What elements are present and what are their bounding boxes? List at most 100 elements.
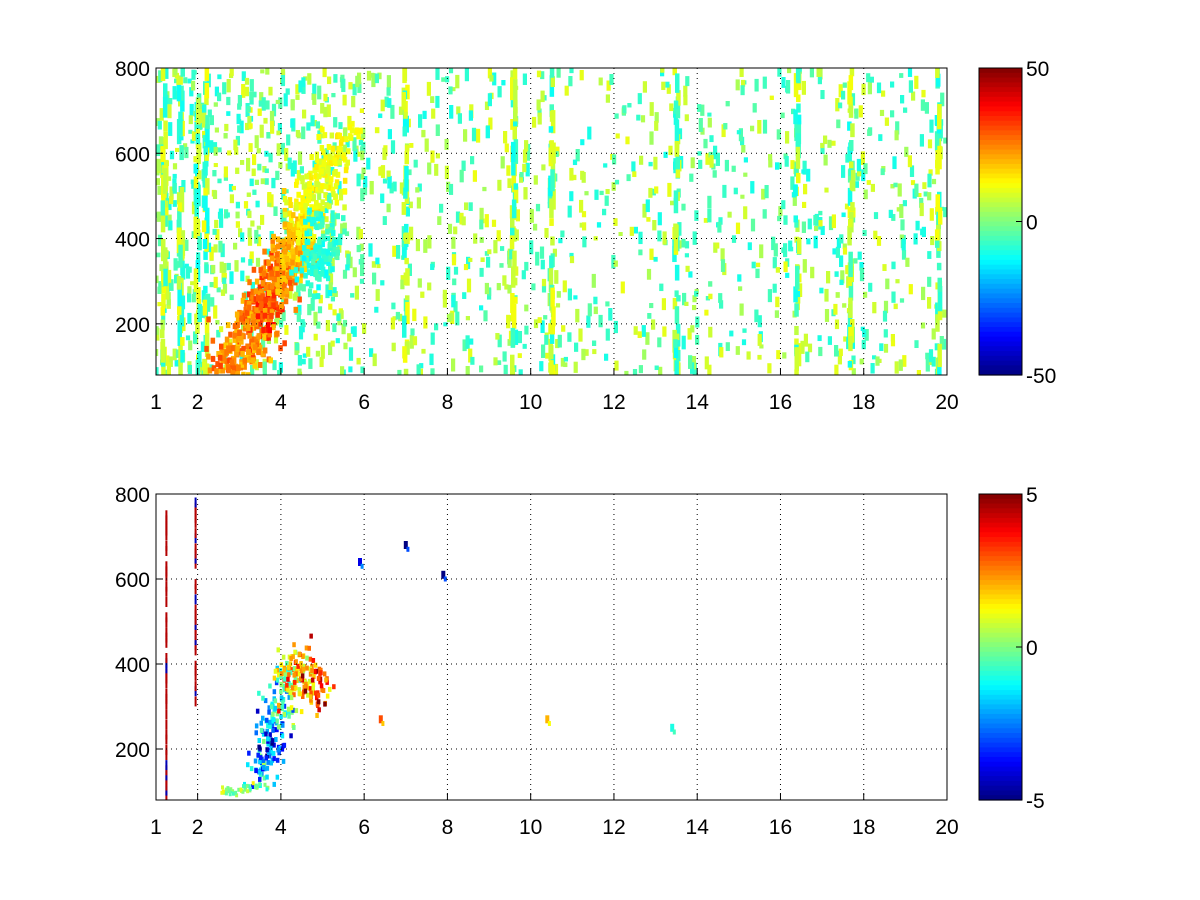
heatmap-cell	[190, 139, 195, 144]
ridge-cell	[342, 188, 348, 195]
streak-cell	[795, 265, 800, 290]
heatmap-cell	[497, 86, 502, 98]
cluster-cell	[266, 723, 270, 729]
streak-cell	[848, 251, 853, 278]
heatmap-cell	[268, 86, 273, 96]
heatmap-cell	[835, 98, 840, 112]
heatmap-cell	[833, 303, 838, 315]
heatmap-cell	[255, 200, 260, 208]
heatmap-cell	[522, 149, 528, 163]
heatmap-cell	[214, 86, 219, 97]
colorbar-band	[979, 346, 1022, 352]
cluster-cell	[259, 720, 263, 726]
negative-cell	[335, 249, 340, 256]
ridge-cell	[237, 330, 242, 336]
vertical-line-cell	[165, 673, 168, 684]
ridge-cell	[257, 316, 263, 323]
heatmap-cell	[857, 167, 862, 177]
heatmap-cell	[879, 109, 885, 117]
heatmap-cell	[219, 261, 224, 273]
negative-cell	[305, 250, 310, 257]
ridge-cell	[275, 236, 281, 243]
streak-cell	[796, 172, 801, 184]
heatmap-cell	[507, 339, 512, 346]
heatmap-cell	[442, 289, 447, 299]
colorbar-band	[979, 168, 1022, 175]
heatmap-cell	[191, 69, 196, 80]
heatmap-cell	[923, 191, 928, 197]
heatmap-cell	[448, 86, 453, 95]
ridge-cell	[300, 207, 305, 214]
ridge-cell	[235, 322, 240, 328]
ridge-cell	[279, 303, 284, 310]
streak-cell	[937, 113, 942, 130]
ridge-cell	[266, 259, 271, 266]
streak-cell	[405, 84, 410, 100]
colorbar-band	[979, 293, 1022, 299]
plot-frame	[155, 493, 948, 801]
cluster-cell	[289, 733, 293, 739]
heatmap-cell	[341, 78, 346, 93]
heatmap-cell	[335, 338, 340, 344]
ridge-cell	[313, 173, 319, 180]
heatmap-cell	[927, 192, 932, 201]
colorbar-band	[979, 149, 1022, 155]
streak-cell	[794, 326, 799, 336]
negative-cell	[317, 249, 323, 256]
heatmap-cell	[240, 160, 245, 165]
heatmap-cell	[496, 230, 501, 242]
heatmap-cell	[518, 369, 523, 375]
heatmap-cell	[584, 349, 589, 356]
heatmap-cell	[165, 355, 170, 366]
heatmap-cell	[790, 160, 795, 170]
streak-cell	[673, 190, 679, 214]
negative-cell	[318, 223, 323, 230]
heatmap-cell	[541, 344, 546, 358]
heatmap-cell	[746, 351, 751, 360]
colorbar-band	[979, 780, 1022, 787]
streak-cell	[161, 286, 166, 294]
heatmap-cell	[863, 189, 868, 200]
heatmap-cell	[409, 334, 414, 349]
heatmap-cell	[168, 122, 173, 136]
ridge-cell	[286, 238, 292, 245]
vertical-line-cell	[194, 553, 197, 564]
colorbar-band	[979, 771, 1022, 777]
negative-cell	[314, 273, 320, 280]
cluster-cell	[246, 762, 250, 768]
heatmap-cell	[199, 109, 204, 123]
heatmap-cell	[157, 185, 162, 195]
heatmap-cell	[306, 122, 311, 131]
cluster-cell	[301, 666, 306, 672]
colorbar-band	[979, 82, 1022, 88]
ridge-cell	[284, 241, 289, 248]
heatmap-cell	[893, 303, 898, 310]
ridge-cell	[228, 331, 233, 338]
colorbar-band	[979, 560, 1022, 567]
heatmap-cell	[280, 74, 285, 87]
ridge-cell	[258, 267, 263, 274]
heatmap-cell	[174, 78, 179, 84]
heatmap-cell	[560, 357, 565, 367]
ridge-cell	[294, 205, 299, 212]
heatmap-cell	[313, 311, 318, 326]
streak-cell	[161, 146, 166, 163]
heatmap-cell	[927, 251, 932, 259]
colorbar-band	[979, 341, 1022, 347]
heatmap-cell	[213, 102, 218, 107]
colorbar-band	[979, 670, 1022, 677]
streak-cell	[675, 155, 680, 179]
heatmap-cell	[810, 266, 815, 279]
streak-cell	[795, 291, 800, 298]
heatmap-cell	[292, 160, 297, 174]
colorbar-band	[979, 551, 1022, 557]
negative-cell	[303, 272, 308, 279]
heatmap-cell	[184, 239, 189, 251]
ridge-cell	[251, 296, 256, 303]
heatmap-cell	[360, 173, 365, 180]
ridge-cell	[290, 265, 296, 272]
heatmap-cell	[338, 188, 344, 201]
heatmap-cell	[246, 192, 251, 197]
cluster-cell	[272, 781, 276, 787]
colorbar-band	[979, 589, 1022, 596]
